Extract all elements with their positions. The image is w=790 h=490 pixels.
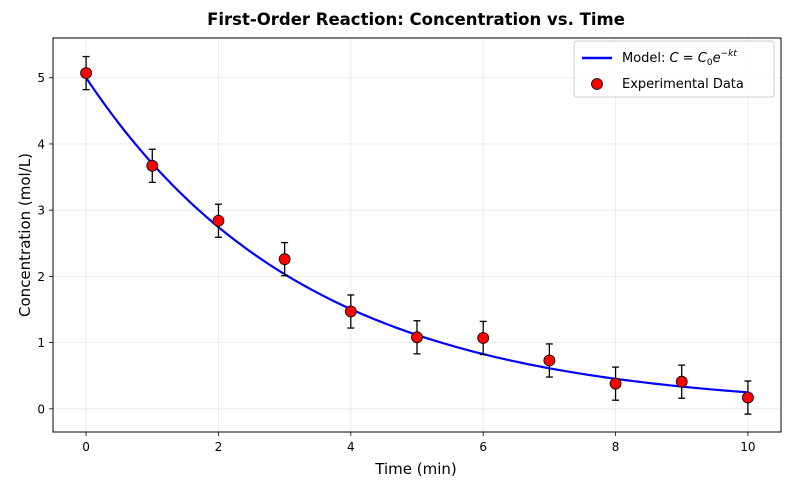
data-point — [543, 354, 556, 367]
data-point — [411, 331, 423, 344]
data-point — [278, 253, 291, 266]
data-point — [477, 332, 490, 344]
data-points — [80, 67, 754, 404]
y-tick-label: 3 — [37, 204, 45, 218]
x-tick-label: 0 — [82, 440, 90, 454]
legend-data-marker — [591, 78, 603, 90]
data-point — [344, 305, 357, 318]
y-tick-label: 5 — [37, 71, 45, 85]
y-axis-label: Concentration (mol/L) — [16, 153, 34, 317]
data-point — [80, 67, 92, 79]
legend-data-label: Experimental Data — [622, 77, 744, 92]
y-tick-label: 1 — [37, 336, 45, 350]
plot-frame — [52, 37, 782, 433]
y-axis-ticks: 0 1 2 3 4 5 — [37, 71, 53, 416]
y-tick-label: 4 — [37, 137, 45, 151]
x-tick-label: 10 — [740, 440, 755, 454]
grid — [53, 38, 781, 432]
x-axis-label: Time (min) — [374, 460, 456, 478]
y-tick-label: 2 — [37, 270, 45, 284]
x-tick-label: 4 — [347, 440, 355, 454]
x-tick-label: 8 — [612, 440, 620, 454]
data-point — [146, 159, 159, 172]
data-point — [675, 375, 688, 388]
x-axis-ticks: 0 2 4 6 8 10 — [82, 432, 756, 454]
legend-box — [573, 40, 775, 98]
legend: Model: C = C0e−kt Experimental Data — [573, 40, 775, 98]
data-point — [609, 377, 622, 390]
data-point — [742, 391, 754, 404]
x-tick-label: 6 — [479, 440, 487, 454]
x-tick-label: 2 — [215, 440, 223, 454]
chart-title: First-Order Reaction: Concentration vs. … — [207, 10, 625, 29]
y-tick-label: 0 — [37, 402, 45, 416]
data-point — [212, 214, 225, 227]
legend-model-label: Model: C = C0e−kt — [622, 49, 737, 68]
